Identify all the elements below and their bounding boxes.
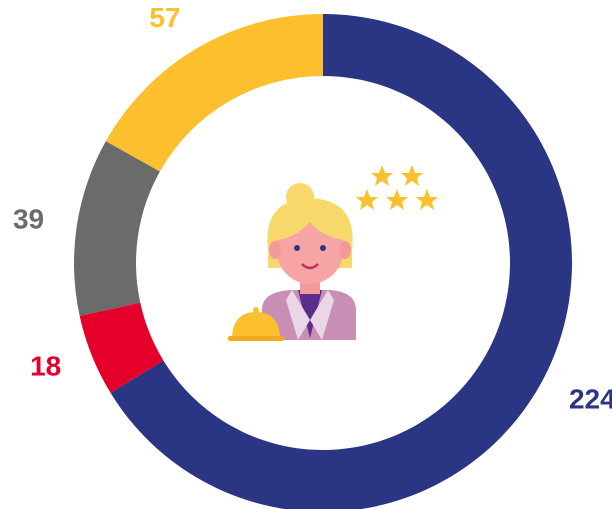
data-label: 18 — [30, 350, 61, 381]
data-label: 224 — [569, 383, 612, 414]
data-label: 57 — [149, 2, 180, 33]
donut-segment — [74, 141, 160, 316]
stars — [356, 165, 438, 210]
donut-segment — [79, 302, 164, 393]
center-icon — [228, 165, 438, 341]
data-label: 39 — [13, 204, 44, 235]
donut-segment — [105, 13, 323, 172]
